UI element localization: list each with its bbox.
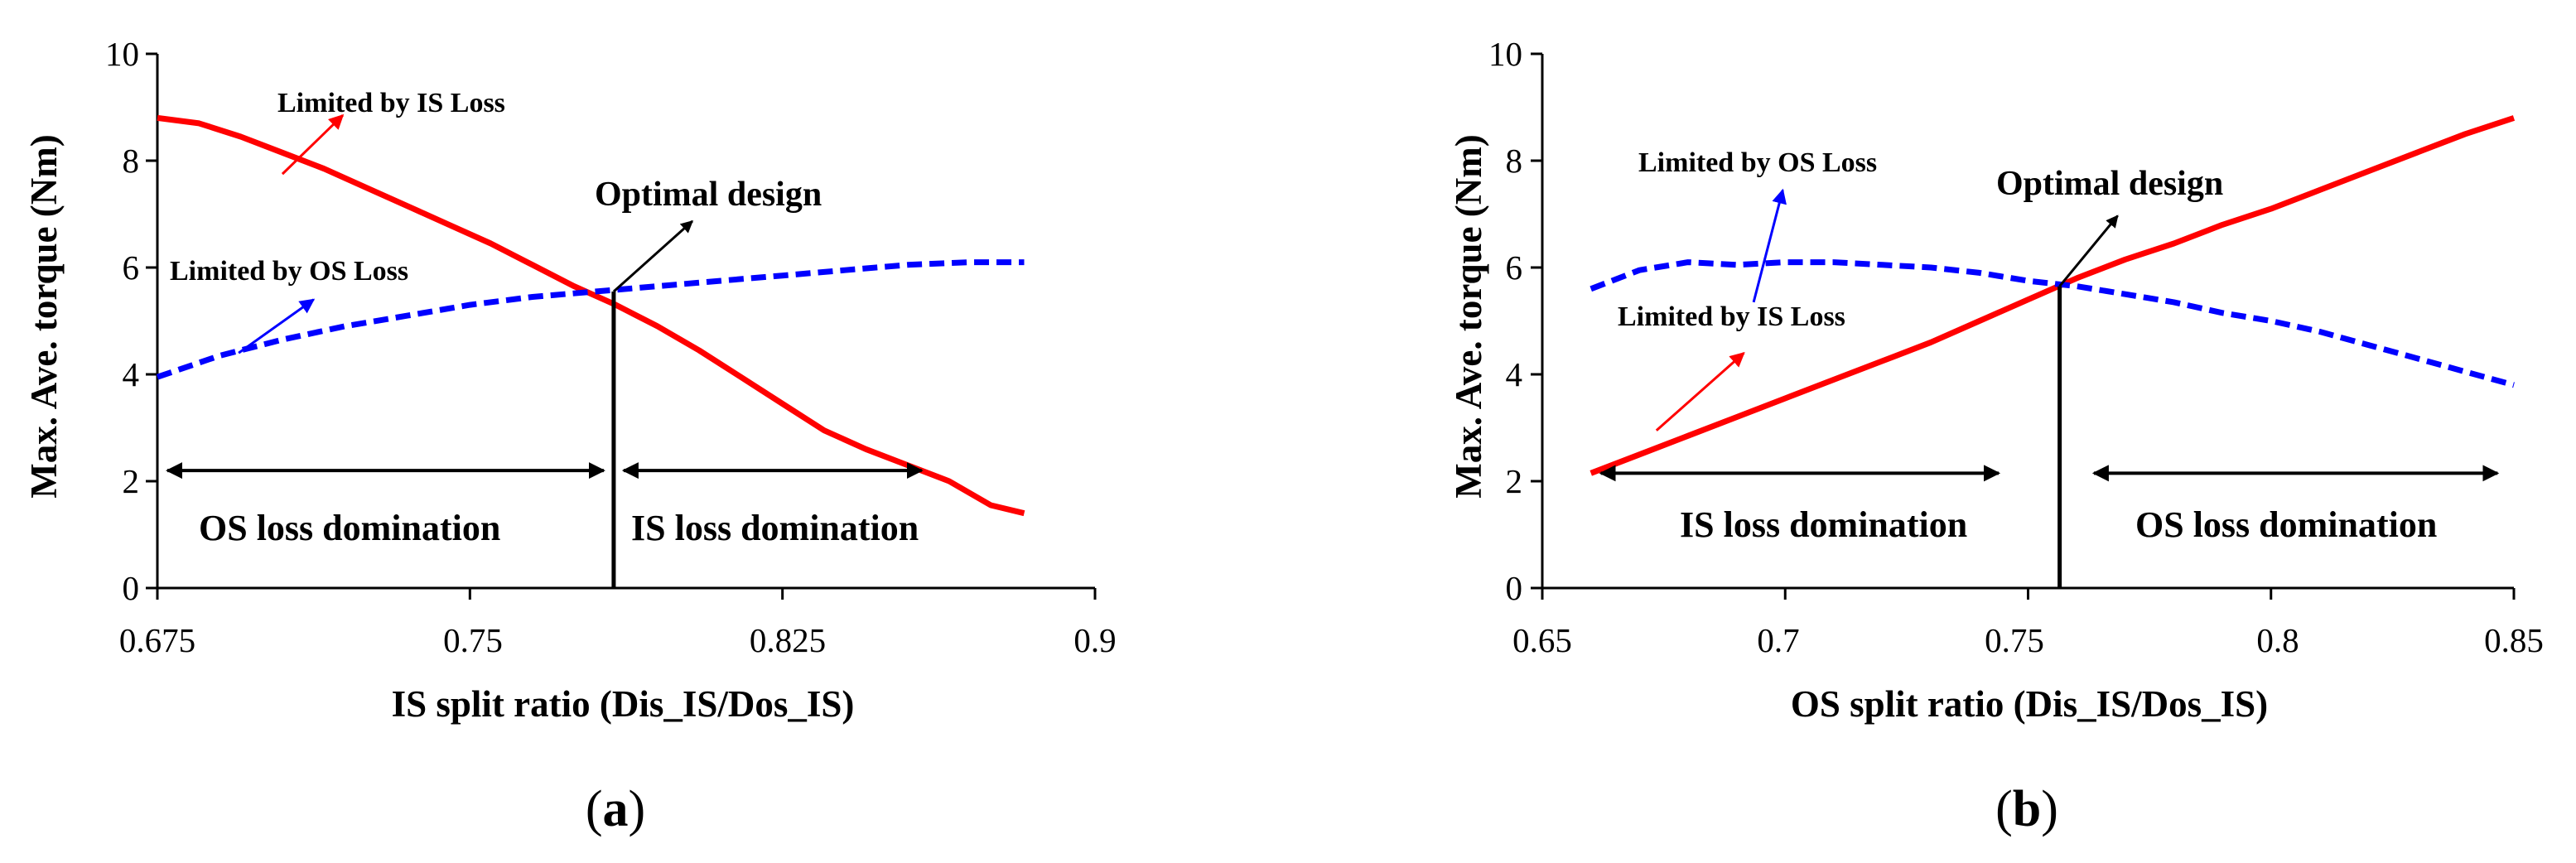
panel-b-optimal-arrow <box>2058 215 2119 287</box>
panel-a-xtick-3: 0.9 <box>1073 621 1116 659</box>
panel-a-os-loss-label: Limited by OS Loss <box>170 256 408 287</box>
panel-a-ticks: 0 2 4 6 8 10 0.675 0.75 0.825 0.9 <box>105 35 1117 659</box>
panel-a-ytick-2: 4 <box>123 355 140 393</box>
panel-b-xtick-1: 0.7 <box>1757 621 1799 659</box>
panel-b-label: (b) <box>1995 781 2058 837</box>
panel-b-ytick-2: 4 <box>1506 355 1523 393</box>
panel-a-xtick-1: 0.75 <box>443 621 503 659</box>
panel-a-ytick-0: 0 <box>123 569 140 607</box>
panel-a-left-region: OS loss domination <box>199 508 500 548</box>
panel-b-os-loss-arrow <box>1752 188 1787 303</box>
panel-b-ytick-0: 0 <box>1506 569 1523 607</box>
panel-b-is-loss-label: Limited by IS Loss <box>1618 301 1845 332</box>
panel-b-ytick-5: 10 <box>1488 35 1522 73</box>
panel-a-series-os-loss <box>156 259 1025 380</box>
panel-b-os-loss-label: Limited by OS Loss <box>1638 147 1877 178</box>
panel-b-letter: b <box>2013 781 2041 837</box>
panel-b-xtick-3: 0.8 <box>2256 621 2299 659</box>
panel-b-marks <box>1531 52 2516 600</box>
panel-b-ytick-3: 6 <box>1506 248 1523 287</box>
panel-a-ytick-1: 2 <box>123 462 140 500</box>
panel-b-xlabel: OS split ratio (Dis_IS/Dos_IS) <box>1791 683 2268 725</box>
panel-b-is-loss-arrow <box>1655 352 1745 432</box>
panel-b-optimal-label: Optimal design <box>1996 165 2223 203</box>
panel-b-right-region: OS loss domination <box>2135 504 2437 545</box>
panel-a-label: (a) <box>586 781 645 837</box>
panel-a-os-loss-arrow <box>238 298 316 354</box>
panel-b-ytick-4: 8 <box>1506 142 1523 180</box>
panel-b-ylabel: Max. Ave. torque (Nm) <box>1448 134 1489 499</box>
panel-b-ticks: 0 2 4 6 8 10 0.65 0.7 0.75 0.8 0.85 <box>1488 35 2544 659</box>
panel-a-ytick-3: 6 <box>123 248 140 287</box>
panel-a-xtick-2: 0.825 <box>750 621 826 659</box>
panel-b-left-region: IS loss domination <box>1680 504 1967 545</box>
panel-a-is-loss-label: Limited by IS Loss <box>277 88 505 118</box>
panel-a-right-region: IS loss domination <box>631 508 919 548</box>
panel-b-ytick-1: 2 <box>1506 462 1523 500</box>
panel-b-series-is-loss <box>1589 115 2516 476</box>
panel-a-xlabel: IS split ratio (Dis_IS/Dos_IS) <box>392 683 855 725</box>
panel-a-letter: a <box>603 781 629 837</box>
panel-b-xtick-0: 0.65 <box>1512 621 1572 659</box>
panel-b: 0 2 4 6 8 10 0.65 0.7 0.75 0.8 0.85 Max.… <box>1448 35 2544 837</box>
panel-b-xtick-4: 0.85 <box>2484 621 2544 659</box>
panel-a-ytick-5: 10 <box>105 35 139 73</box>
panel-a-is-loss-arrow <box>281 113 345 176</box>
panel-b-series-os-loss <box>1589 259 2515 388</box>
panel-a: 0 2 4 6 8 10 0.675 0.75 0.825 0.9 Max. A… <box>23 35 1117 837</box>
panel-b-xtick-2: 0.75 <box>1985 621 2044 659</box>
panel-a-marks <box>146 52 1097 600</box>
panel-a-optimal-arrow <box>612 219 694 293</box>
panel-a-ylabel: Max. Ave. torque (Nm) <box>23 134 65 499</box>
panel-a-series-is-loss <box>157 114 1025 517</box>
panel-a-xtick-0: 0.675 <box>119 621 195 659</box>
panel-a-optimal-label: Optimal design <box>595 176 822 214</box>
panel-a-ytick-4: 8 <box>123 142 140 180</box>
